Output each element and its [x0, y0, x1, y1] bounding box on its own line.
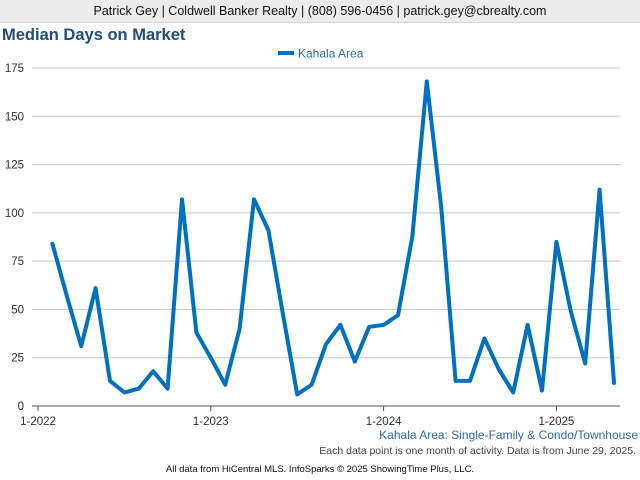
data-credit: All data from HiCentral MLS. InfoSparks …	[165, 464, 475, 475]
chart-title: Median Days on Market	[2, 26, 186, 44]
series-line-kahala-area	[50, 79, 616, 397]
y-tick-label: 25	[11, 353, 24, 365]
y-tick-label: 100	[5, 208, 24, 220]
y-tick-label: 0	[18, 401, 24, 413]
contact-text: Patrick Gey | Coldwell Banker Realty | (…	[93, 4, 547, 18]
y-tick-label: 175	[5, 63, 24, 75]
data-note: Each data point is one month of activity…	[319, 445, 636, 457]
y-tick-label: 75	[11, 256, 24, 268]
grid-lines	[32, 67, 620, 359]
line-chart: 0 25 50 75 100 125 150 175 1-2022 1-2023 1-2024 1-2…	[5, 47, 620, 428]
legend-label: Kahala Area	[298, 47, 364, 61]
axes: 0 25 50 75 100 125 150 175 1-2022 1-2023 1-2024 1-2…	[5, 63, 620, 428]
y-tick-label: 50	[11, 304, 24, 316]
contact-header: Patrick Gey | Coldwell Banker Realty | (…	[0, 0, 640, 23]
x-tick-label: 1-2023	[193, 416, 229, 428]
legend: Kahala Area	[278, 47, 364, 61]
series-layer	[50, 79, 616, 397]
chart-subtitle: Kahala Area: Single-Family & Condo/Townh…	[379, 428, 638, 442]
y-tick-label: 150	[5, 111, 24, 123]
x-tick-label: 1-2024	[366, 416, 402, 428]
y-tick-label: 125	[5, 160, 24, 172]
x-tick-label: 1-2022	[20, 416, 56, 428]
x-tick-label: 1-2025	[538, 416, 574, 428]
